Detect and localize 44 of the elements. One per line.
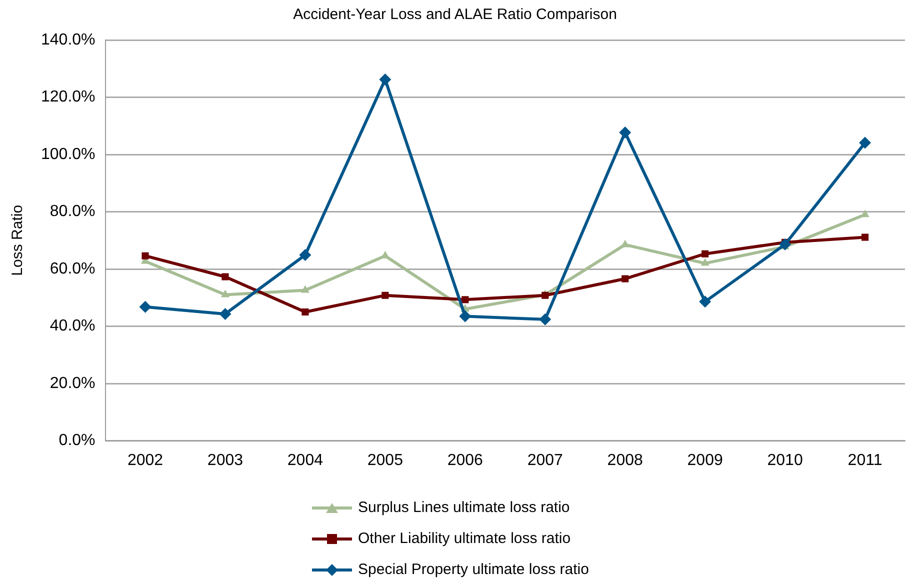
x-tick-label: 2002	[127, 452, 164, 469]
y-tick-label: 140.0%	[41, 31, 96, 48]
x-tick-label: 2005	[367, 452, 404, 469]
x-tick-label: 2004	[287, 452, 324, 469]
y-axis-title: Loss Ratio	[9, 204, 26, 276]
point	[539, 313, 552, 326]
x-tick-label: 2010	[767, 452, 803, 469]
x-tick-label: 2003	[207, 452, 244, 469]
y-tick-label: 100.0%	[41, 146, 96, 163]
point	[220, 290, 230, 298]
point	[302, 308, 309, 316]
point	[462, 296, 469, 304]
legend-label: Other Liability ultimate loss ratio	[358, 530, 571, 547]
point	[459, 310, 472, 322]
y-tick-label: 60.0%	[50, 260, 96, 278]
point	[379, 74, 392, 86]
point	[779, 238, 792, 250]
point	[382, 292, 389, 299]
y-tick-label: 0.0%	[58, 432, 96, 450]
x-tick-label: 2009	[687, 452, 723, 469]
point	[219, 308, 232, 320]
legend-label: Special Property ultimate loss ratio	[358, 561, 589, 578]
point	[699, 296, 712, 308]
point	[299, 249, 312, 261]
point	[222, 273, 229, 280]
x-tick-label: 2008	[607, 452, 643, 469]
point	[619, 126, 632, 138]
y-tick-label: 80.0%	[50, 203, 96, 220]
x-tick-label: 2006	[447, 452, 484, 469]
chart-title: Accident-Year Loss and ALAE Ratio Comparison	[293, 6, 617, 24]
y-tick-label: 40.0%	[50, 318, 96, 335]
point	[300, 285, 310, 293]
x-tick-label: 2011	[848, 452, 882, 469]
x-tick-label: 2007	[527, 452, 564, 469]
point	[700, 258, 710, 266]
point	[861, 234, 869, 241]
point	[142, 252, 149, 260]
point	[139, 300, 152, 313]
y-tick-label: 120.0%	[41, 88, 96, 106]
point	[859, 136, 872, 149]
y-tick-label: 20.0%	[50, 374, 96, 392]
point	[702, 250, 709, 258]
legend-label: Surplus Lines ultimate loss ratio	[358, 499, 570, 516]
point	[622, 275, 629, 282]
